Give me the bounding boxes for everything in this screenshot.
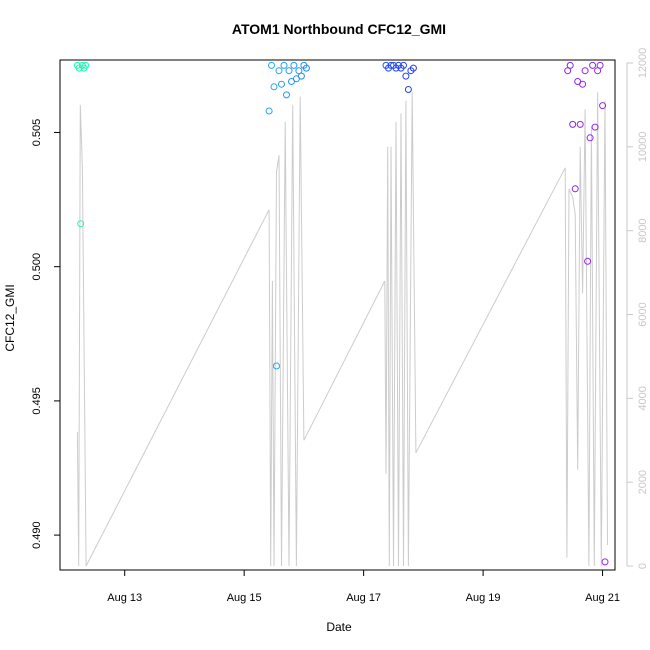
y-tick-label: 0.500 [31,253,43,281]
data-point [297,72,305,80]
altitude-line [76,92,608,567]
y2-tick-label: 8000 [637,218,649,242]
data-point [273,362,280,370]
data-point [280,61,288,69]
y-axis-right: 0 2000 4000 6000 8000 10000 12000 [626,48,649,569]
data-point [409,64,417,72]
data-point [569,120,577,128]
chart-title: ATOM1 Northbound CFC12_GMI [232,21,446,37]
data-point [270,83,278,91]
data-point [77,220,85,228]
x-tick-label: Aug 15 [227,592,262,604]
x-tick-label: Aug 17 [346,592,381,604]
y-tick-label: 0.495 [31,387,43,415]
y2-tick-label: 0 [637,563,649,569]
x-tick-label: Aug 19 [466,592,501,604]
data-point [278,80,285,88]
x-axis-label: Date [326,620,352,634]
x-tick-label: Aug 21 [585,592,620,604]
data-point [576,120,584,128]
data-point [584,257,592,265]
data-point [599,102,607,110]
data-point [596,61,604,69]
y-tick-label: 0.490 [31,521,43,549]
x-tick-label: Aug 13 [107,592,142,604]
data-point [581,67,589,75]
data-point [601,558,609,566]
data-point [586,134,594,142]
data-point [404,86,412,93]
y2-tick-label: 2000 [637,470,649,494]
data-point [591,123,599,131]
altitude-line-layer [76,92,608,567]
y-axis-label: CFC12_GMI [3,284,17,351]
data-point [566,61,574,69]
plot-area-frame [59,59,616,571]
y2-tick-label: 4000 [637,386,649,410]
y2-tick-label: 6000 [637,302,649,326]
data-point [290,61,298,69]
data-point [400,61,407,69]
data-point [302,64,310,72]
y2-tick-label: 12000 [637,48,649,79]
data-point [571,185,579,193]
point-layer [73,61,609,566]
data-point [285,67,293,75]
data-point [82,61,90,69]
data-point [402,72,410,80]
y-tick-label: 0.505 [31,119,43,147]
data-point [579,80,587,88]
x-axis: Aug 13 Aug 15 Aug 17 Aug 19 Aug 21 [107,570,620,604]
data-point [283,91,290,99]
y-axis-left: 0.490 0.495 0.500 0.505 [31,119,60,549]
data-point [265,107,273,115]
data-point [275,67,283,75]
y2-tick-label: 10000 [637,132,649,163]
data-point [589,61,597,69]
data-point [268,61,275,69]
